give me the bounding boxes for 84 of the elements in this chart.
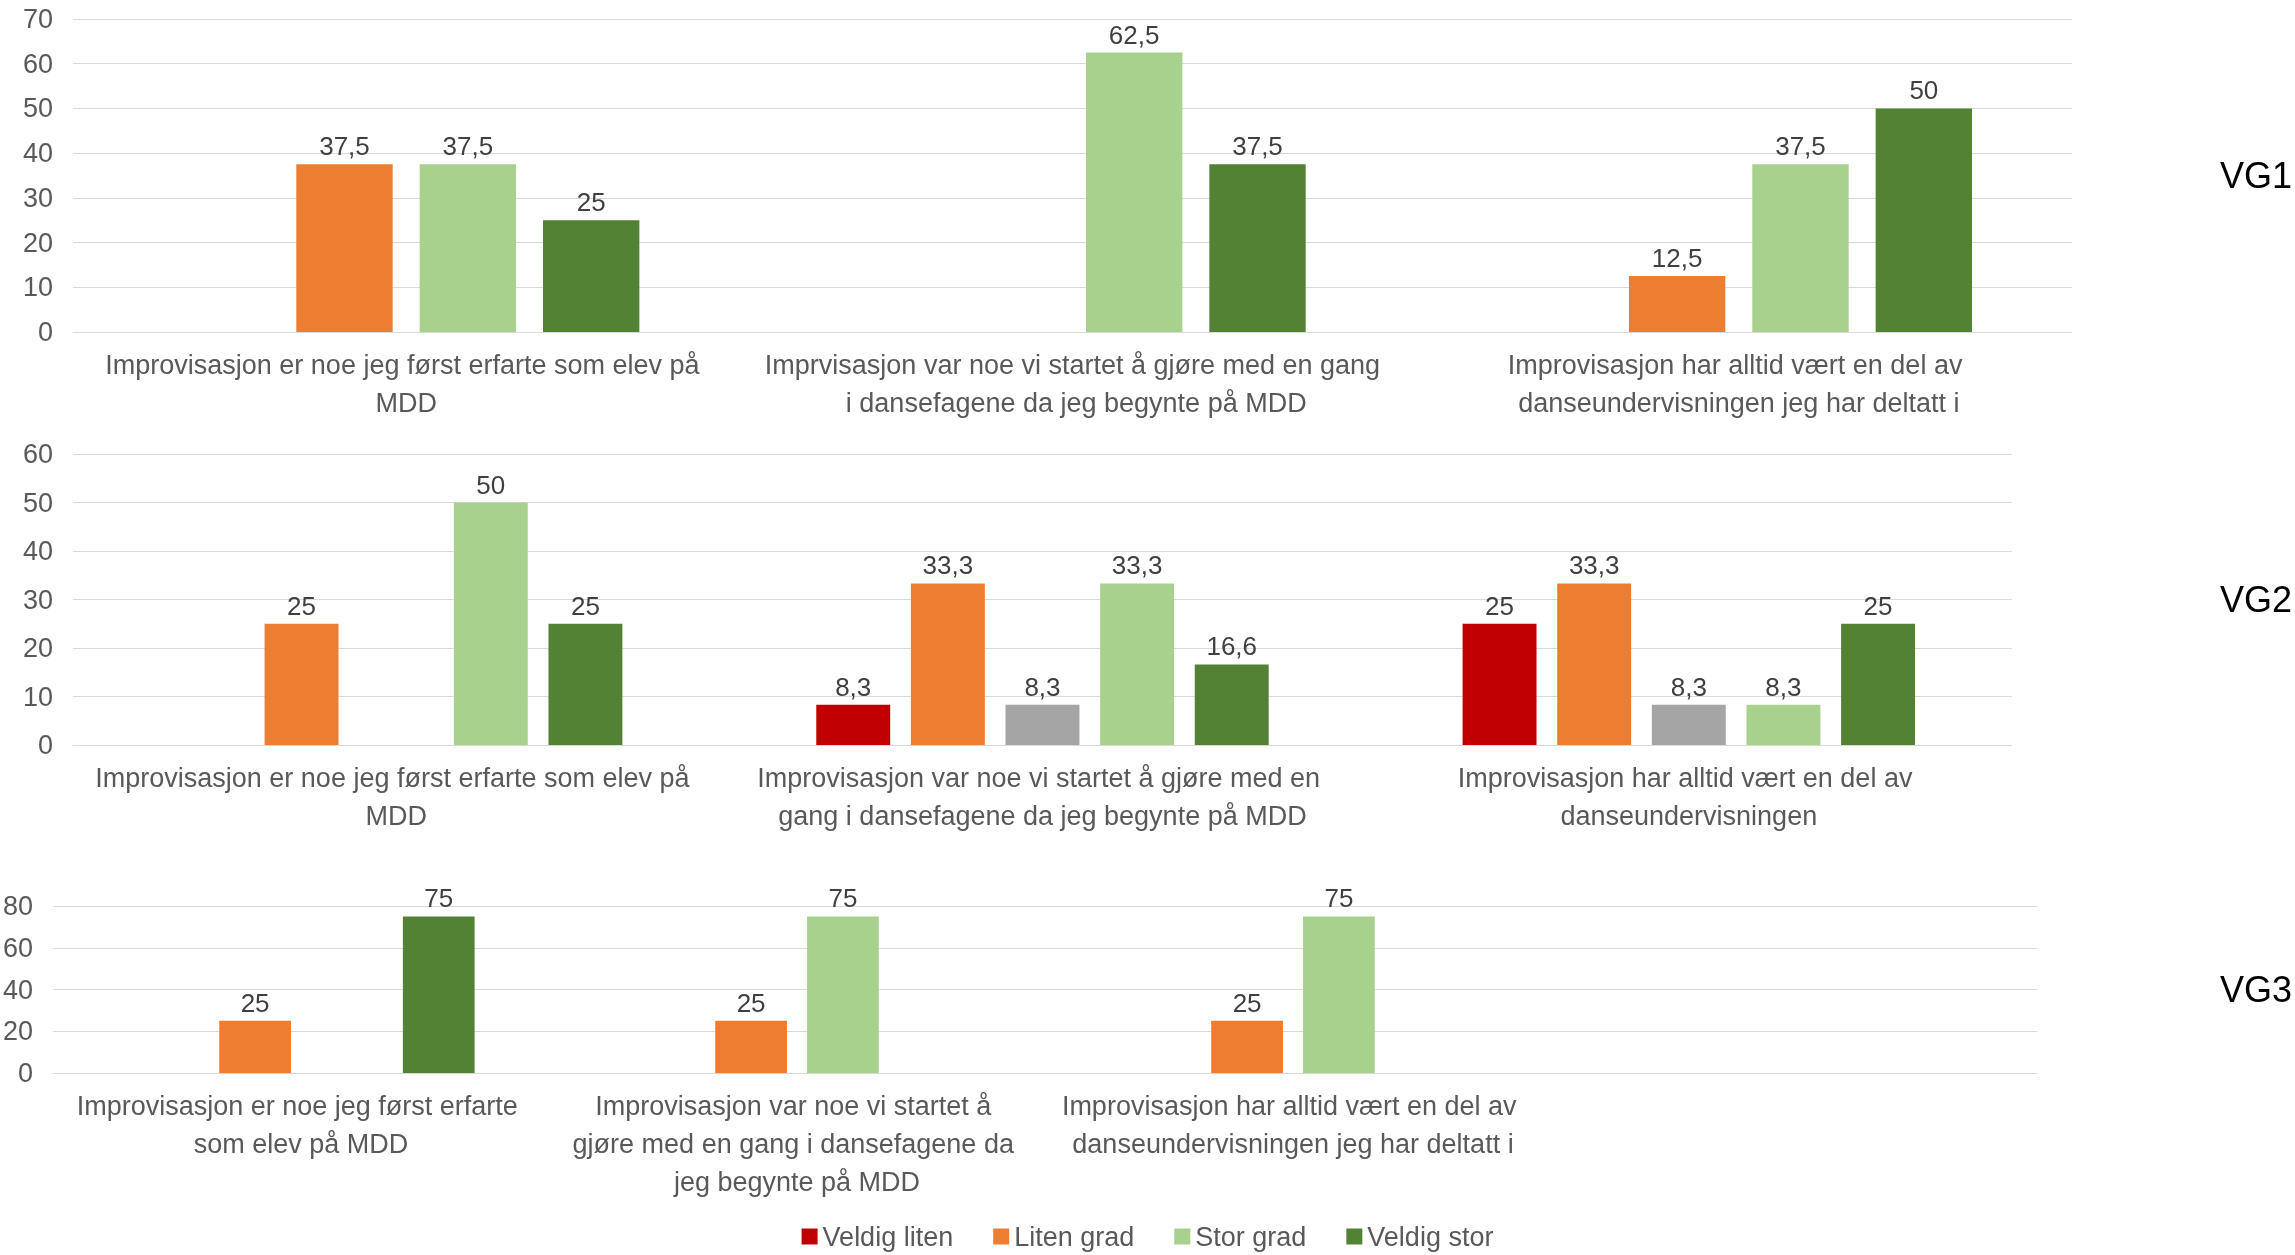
data-label: 37,5 xyxy=(442,131,494,162)
bar xyxy=(543,220,640,332)
data-label: 33,3 xyxy=(1111,550,1163,581)
bar xyxy=(1209,164,1306,332)
bar xyxy=(1746,704,1821,745)
data-label: 37,5 xyxy=(319,131,370,162)
x-tick-label: Imprvisasjon var noe vi startet å gjøre med en gang i dansefagene da jeg begynte på MDD xyxy=(764,350,1381,418)
data-label: 25 xyxy=(1232,987,1262,1018)
y-tick-label: 20 xyxy=(22,633,53,663)
y-tick-label: 20 xyxy=(2,1016,34,1047)
data-label: 37,5 xyxy=(1775,131,1826,162)
bar xyxy=(453,502,528,745)
bar xyxy=(419,164,517,332)
y-tick-label: 0 xyxy=(18,1058,34,1088)
x-tick-label: Improvisasjon er noe jeg først erfarte som elev på MDD xyxy=(95,763,698,831)
y-tick-label: 50 xyxy=(22,93,53,124)
x-tick-label: Improvisasjon har alltid vært en del av danseundervisningen jeg har deltatt i xyxy=(1061,1091,1525,1159)
data-label: 75 xyxy=(424,883,454,914)
bar xyxy=(1841,623,1916,745)
y-tick-label: 40 xyxy=(22,138,53,169)
bar xyxy=(264,623,339,745)
y-tick-label: 40 xyxy=(2,974,34,1005)
y-tick-label: 40 xyxy=(22,536,53,566)
bar xyxy=(1651,704,1726,745)
y-tick-label: 10 xyxy=(22,681,53,712)
legend-label: Stor grad xyxy=(1195,1221,1307,1252)
data-label: 62,5 xyxy=(1108,19,1160,50)
y-tick-label: 60 xyxy=(22,439,53,469)
bar xyxy=(1005,704,1080,745)
y-tick-label: 60 xyxy=(22,48,53,79)
x-tick-label: Improvisasjon har alltid vært en del av danseundervisningen xyxy=(1457,763,1920,831)
y-tick-label: 30 xyxy=(22,182,53,213)
x-tick-label: Improvisasjon har alltid vært en del av danseundervisningen jeg har deltatt i xyxy=(1507,350,1970,418)
data-label: 50 xyxy=(1909,75,1939,106)
legend-label: Veldig liten xyxy=(822,1221,954,1252)
y-tick-label: 20 xyxy=(22,227,53,258)
y-tick-label: 0 xyxy=(37,317,53,347)
y-tick-label: 80 xyxy=(2,891,34,921)
data-label: 37,5 xyxy=(1232,131,1283,162)
x-tick-label: Improvisasjon er noe jeg først erfarte som elev på MDD xyxy=(76,1091,526,1159)
data-label: 16,6 xyxy=(1206,631,1258,662)
bar xyxy=(910,583,985,745)
data-label: 8,3 xyxy=(835,671,872,702)
legend-label: Liten grad xyxy=(1014,1221,1135,1252)
y-tick-label: 70 xyxy=(22,4,53,34)
data-label: 12,5 xyxy=(1651,243,1703,274)
bar xyxy=(1628,276,1726,332)
bar xyxy=(1462,623,1537,745)
data-label: 25 xyxy=(240,987,270,1018)
y-tick-label: 0 xyxy=(37,730,53,760)
y-tick-label: 10 xyxy=(22,272,53,303)
y-axis-title: VG3 xyxy=(2219,969,2293,1010)
bar xyxy=(816,704,891,745)
data-label: 25 xyxy=(736,987,766,1018)
data-label: 50 xyxy=(476,469,506,500)
data-label: 33,3 xyxy=(1568,550,1620,581)
x-tick-label: Improvisasjon var noe vi startet å gjøre med en gang i dansefagene da jeg begynte på MDD xyxy=(757,763,1328,831)
bar xyxy=(548,623,623,745)
data-label: 33,3 xyxy=(922,550,974,581)
x-tick-label: Improvisasjon var noe vi startet å gjøre med en gang i dansefagene da jeg begynte på MDD xyxy=(572,1091,1022,1197)
data-label: 25 xyxy=(287,590,316,621)
data-label: 25 xyxy=(576,187,606,218)
bar xyxy=(296,164,393,332)
y-axis-title: VG2 xyxy=(2219,579,2293,620)
y-tick-label: 30 xyxy=(22,584,53,615)
bar xyxy=(1194,664,1269,745)
data-label: 8,3 xyxy=(1765,671,1802,702)
y-tick-label: 60 xyxy=(2,932,34,963)
x-tick-label: Improvisasjon er noe jeg først erfarte som elev på MDD xyxy=(105,350,708,418)
legend-label: Veldig stor xyxy=(1367,1221,1494,1252)
data-label: 75 xyxy=(828,883,858,914)
bar xyxy=(1100,583,1175,745)
y-axis-title: VG1 xyxy=(2219,155,2293,196)
bar xyxy=(1085,52,1183,332)
data-label: 8,3 xyxy=(1024,671,1061,702)
data-label: 8,3 xyxy=(1670,671,1707,702)
data-label: 25 xyxy=(570,590,600,621)
bar xyxy=(1557,583,1632,745)
data-label: 25 xyxy=(1485,590,1515,621)
data-label: 75 xyxy=(1324,883,1354,914)
y-tick-label: 50 xyxy=(22,487,53,518)
bar xyxy=(1752,164,1849,332)
data-label: 25 xyxy=(1863,590,1893,621)
bar xyxy=(1875,108,1973,332)
